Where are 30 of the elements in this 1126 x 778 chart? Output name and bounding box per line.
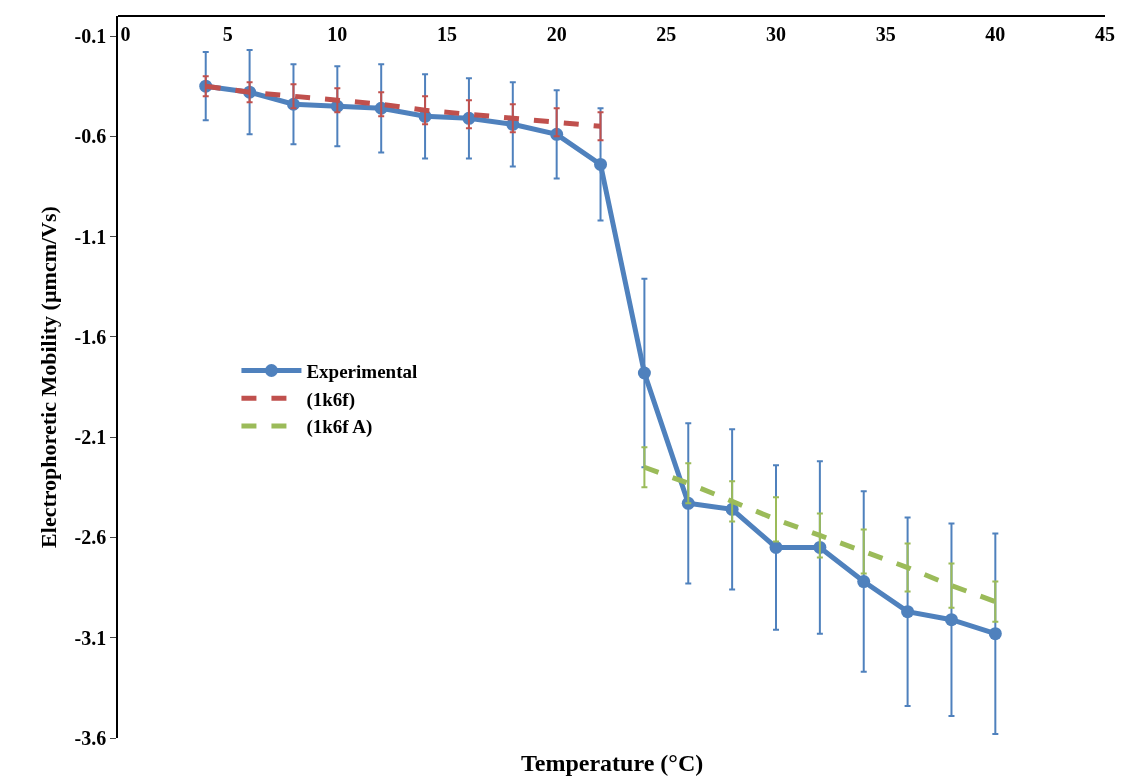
x-tick-label: 0 <box>120 22 131 45</box>
x-tick-label: 5 <box>222 22 233 45</box>
y-tick-label: -2.1 <box>74 426 107 449</box>
x-tick-label: 30 <box>766 22 786 45</box>
y-tick-label: -3.6 <box>74 727 107 749</box>
x-tick-label: 35 <box>875 22 896 45</box>
x-tick-label: 40 <box>985 22 1006 45</box>
point <box>769 540 783 554</box>
y-tick-label: -3.1 <box>74 626 107 649</box>
point <box>637 366 651 380</box>
y-tick-label: -1.6 <box>74 325 107 348</box>
y-axis-title: Electrophoretic Mobility (µmcm/Vs) <box>35 206 61 548</box>
x-tick-label: 10 <box>327 22 348 45</box>
x-tick-label: 20 <box>546 22 567 45</box>
legend-label: Experimental <box>306 360 418 382</box>
x-axis-title: Temperature (°C) <box>521 750 704 776</box>
legend-label: (1k6f) <box>306 388 355 411</box>
point <box>594 157 608 171</box>
y-tick-label: -0.6 <box>74 125 107 148</box>
y-tick-label: -1.1 <box>74 225 107 248</box>
y-tick-label: -0.1 <box>74 25 107 48</box>
legend-label: (1k6f A) <box>306 416 373 439</box>
point <box>988 627 1002 641</box>
point <box>857 575 871 589</box>
x-tick-label: 15 <box>437 22 457 45</box>
x-tick-label: 45 <box>1095 22 1115 45</box>
point <box>901 605 915 619</box>
x-tick-label: 25 <box>656 22 677 45</box>
point <box>944 613 958 627</box>
y-tick-label: -2.6 <box>74 526 107 549</box>
